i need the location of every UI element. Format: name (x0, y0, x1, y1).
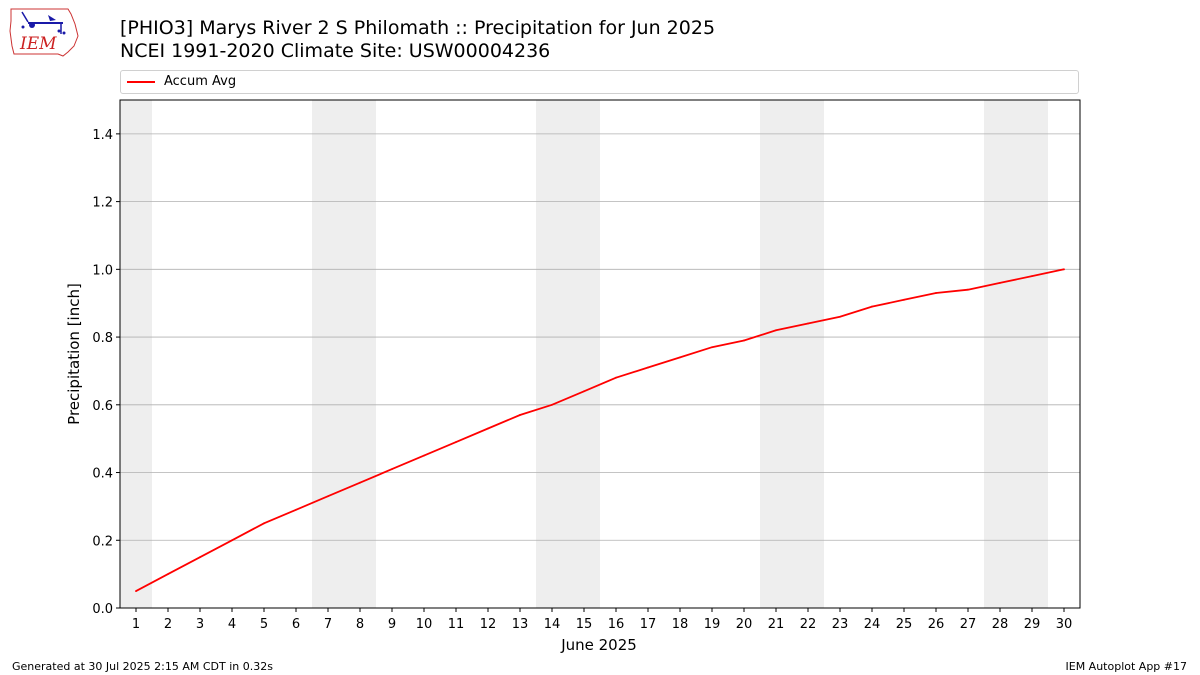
data-point (295, 508, 297, 511)
x-tick-label: 16 (608, 617, 625, 632)
footer-generated: Generated at 30 Jul 2025 2:15 AM CDT in … (12, 660, 273, 673)
data-point (967, 288, 969, 291)
legend: Accum Avg (120, 70, 1079, 94)
data-point (1031, 275, 1033, 278)
y-tick-label: 0.2 (92, 534, 113, 549)
data-point (647, 366, 649, 369)
x-tick-label: 25 (896, 617, 913, 632)
x-tick-label: 9 (388, 617, 396, 632)
x-tick-label: 19 (704, 617, 721, 632)
x-tick-label: 3 (196, 617, 204, 632)
data-point (551, 403, 553, 406)
data-point (999, 281, 1001, 284)
y-tick-label: 1.0 (92, 263, 113, 278)
data-point (743, 339, 745, 342)
x-tick-label: 17 (640, 617, 657, 632)
x-tick-label: 12 (480, 617, 497, 632)
legend-label: Accum Avg (164, 74, 237, 89)
weekend-band (344, 100, 376, 608)
x-axis-label: June 2025 (560, 636, 637, 654)
data-point (711, 346, 713, 349)
data-point (455, 441, 457, 443)
data-point (583, 390, 585, 393)
x-tick-label: 29 (1024, 617, 1041, 632)
data-point (487, 427, 489, 430)
y-tick-label: 1.2 (92, 196, 113, 211)
legend-swatch (127, 81, 155, 83)
y-tick-label: 0.6 (92, 399, 113, 414)
x-tick-label: 24 (864, 617, 881, 632)
weekend-band (120, 100, 152, 608)
y-tick-label: 0.0 (92, 602, 113, 617)
data-point (775, 329, 777, 332)
y-tick-label: 1.4 (92, 128, 113, 143)
x-tick-label: 10 (416, 617, 433, 632)
chart-title: [PHIO3] Marys River 2 S Philomath :: Pre… (120, 17, 716, 39)
x-tick-label: 14 (544, 617, 561, 632)
x-tick-label: 1 (132, 617, 140, 632)
iem-logo: IEM (8, 6, 80, 60)
x-tick-label: 22 (800, 617, 817, 632)
x-tick-label: 18 (672, 617, 689, 632)
x-tick-label: 4 (228, 617, 236, 632)
data-point (903, 298, 905, 301)
x-tick-label: 28 (992, 617, 1009, 632)
plot-frame (119, 99, 1081, 609)
x-tick-label: 20 (736, 617, 753, 632)
x-tick-label: 13 (512, 617, 529, 632)
x-tick-label: 7 (324, 617, 332, 632)
data-point (1063, 268, 1065, 271)
x-tick-label: 26 (928, 617, 945, 632)
x-tick-label: 6 (292, 617, 300, 632)
data-point (839, 315, 841, 318)
chart-subtitle: NCEI 1991-2020 Climate Site: USW00004236 (120, 40, 551, 62)
data-point (167, 573, 169, 576)
data-point (327, 495, 329, 498)
data-point (359, 481, 361, 484)
weekend-band (792, 100, 824, 608)
x-tick-label: 15 (576, 617, 593, 632)
weekend-band (536, 100, 568, 608)
y-axis-label: Precipitation [inch] (65, 283, 83, 425)
weekend-band (760, 100, 792, 608)
x-tick-label: 11 (448, 617, 465, 632)
footer-app: IEM Autoplot App #17 (1065, 660, 1188, 673)
data-point (231, 539, 233, 542)
weekend-band (312, 100, 344, 608)
x-tick-label: 8 (356, 617, 364, 632)
data-point (391, 468, 393, 471)
data-point (519, 414, 521, 416)
series-line-accum-avg (135, 268, 1065, 592)
data-point (871, 305, 873, 308)
x-tick-label: 27 (960, 617, 977, 632)
weekend-band (984, 100, 1016, 608)
weekend-band (1016, 100, 1048, 608)
x-tick-label: 21 (768, 617, 785, 632)
weekend-band (568, 100, 600, 608)
x-tick-label: 23 (832, 617, 849, 632)
y-tick-label: 0.4 (92, 467, 113, 482)
data-point (807, 322, 809, 325)
data-point (615, 376, 617, 379)
x-tick-label: 5 (260, 617, 268, 632)
data-point (135, 590, 137, 592)
y-tick-label: 0.8 (92, 331, 113, 346)
data-point (263, 522, 265, 525)
data-point (199, 556, 201, 559)
data-point (423, 454, 425, 457)
logo-text: IEM (20, 34, 57, 54)
iowa-map-icon (9, 8, 79, 57)
data-point (679, 356, 681, 359)
x-tick-label: 30 (1056, 617, 1073, 632)
x-tick-label: 2 (164, 617, 172, 632)
data-point (935, 292, 937, 294)
